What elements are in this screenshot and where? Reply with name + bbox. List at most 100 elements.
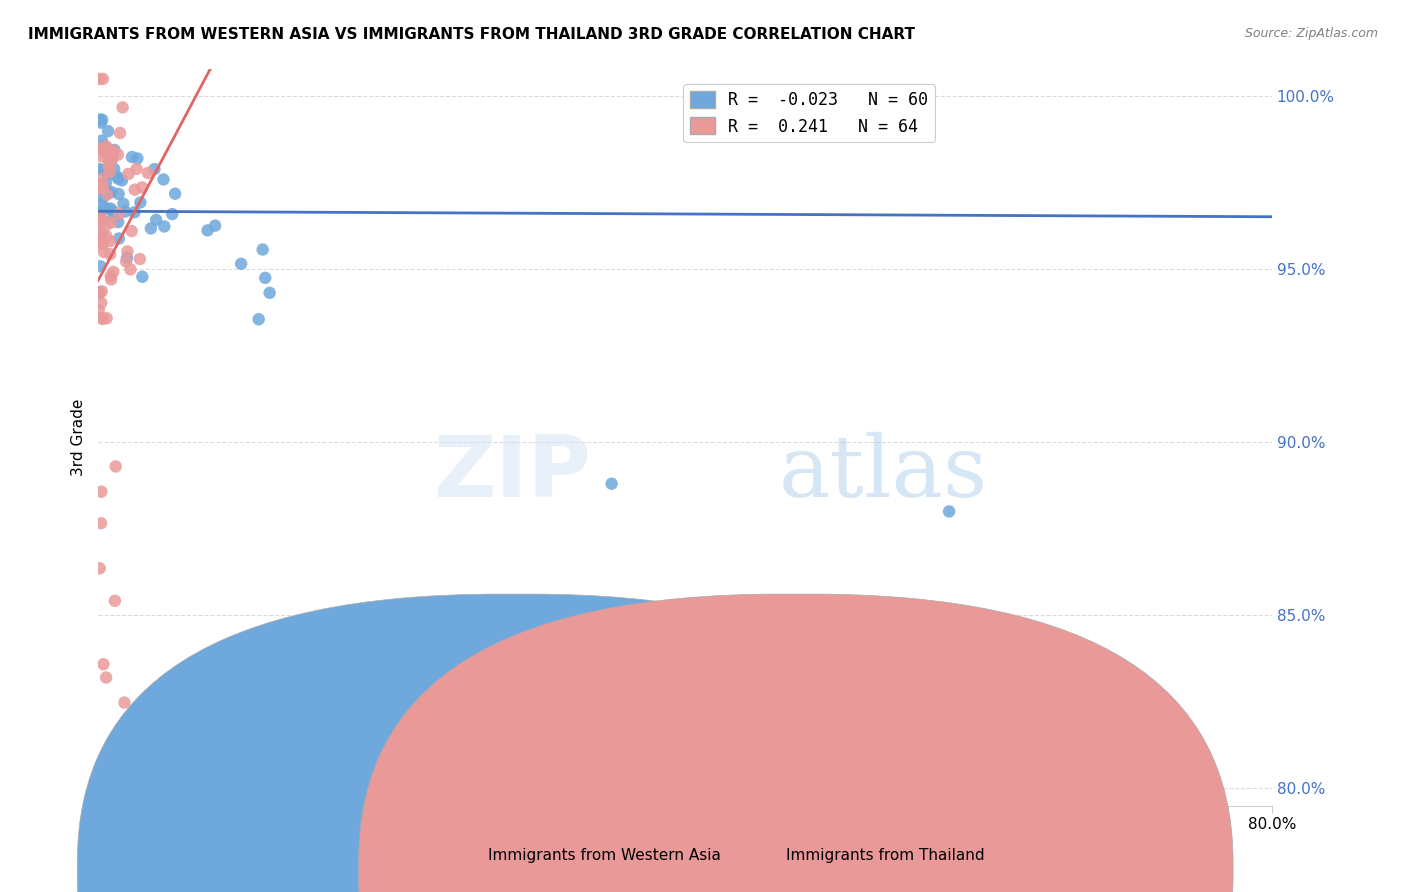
Point [112, 196, 135, 211]
Text: ZIP: ZIP [433, 433, 591, 516]
Point [89, 260, 111, 274]
Point [89, 220, 111, 235]
Point [87, 287, 110, 301]
Point [97, 159, 120, 173]
Point [98, 234, 121, 248]
Point [94, 186, 117, 201]
Point [96, 139, 118, 153]
Point [87, 302, 110, 317]
Legend: R =  -0.023   N = 60, R =  0.241   N = 64: R = -0.023 N = 60, R = 0.241 N = 64 [683, 84, 935, 142]
Point [91, 180, 114, 194]
Point [117, 167, 139, 181]
Point [96, 311, 118, 326]
Text: IMMIGRANTS FROM WESTERN ASIA VS IMMIGRANTS FROM THAILAND 3RD GRADE CORRELATION C: IMMIGRANTS FROM WESTERN ASIA VS IMMIGRAN… [28, 27, 915, 42]
Point [90, 310, 112, 325]
Point [107, 171, 129, 186]
Point [131, 180, 153, 194]
Point [101, 151, 124, 165]
Point [89, 228, 111, 243]
Point [103, 143, 125, 157]
Point [115, 254, 138, 268]
Point [93, 244, 115, 259]
Point [129, 195, 152, 210]
Point [104, 594, 127, 608]
Text: Immigrants from Thailand: Immigrants from Thailand [786, 848, 986, 863]
Point [259, 285, 281, 300]
Point [103, 265, 125, 279]
Point [94, 143, 117, 157]
Point [100, 272, 122, 286]
Point [91, 139, 114, 153]
Point [139, 221, 162, 235]
Point [96, 202, 118, 216]
Point [108, 207, 131, 221]
Point [98, 144, 121, 158]
Point [121, 150, 143, 164]
Y-axis label: 3rd Grade: 3rd Grade [72, 399, 86, 475]
Point [96, 229, 118, 244]
Point [91, 163, 114, 178]
Point [101, 153, 124, 167]
Point [153, 219, 176, 234]
Point [93, 657, 115, 672]
Point [124, 183, 146, 197]
Point [97, 186, 120, 200]
Point [136, 166, 159, 180]
Point [124, 205, 146, 219]
Point [100, 185, 122, 199]
Point [89, 285, 111, 300]
Point [87, 235, 110, 250]
Point [111, 173, 134, 187]
Point [100, 216, 122, 230]
Text: atlas: atlas [779, 433, 988, 516]
Point [127, 152, 149, 166]
Point [107, 215, 129, 229]
Point [108, 126, 131, 140]
Point [89, 162, 111, 177]
Point [107, 147, 129, 161]
Point [89, 210, 111, 224]
Point [87, 181, 110, 195]
Point [94, 671, 117, 685]
Point [98, 165, 121, 179]
Point [129, 252, 152, 266]
Point [94, 219, 117, 234]
Point [98, 247, 121, 261]
Text: Source: ZipAtlas.com: Source: ZipAtlas.com [1244, 27, 1378, 40]
Point [125, 161, 148, 176]
Point [229, 257, 252, 271]
Point [197, 223, 219, 237]
Point [107, 186, 129, 201]
Point [96, 187, 118, 202]
Point [90, 516, 112, 531]
Point [91, 212, 114, 227]
Point [108, 231, 131, 245]
Point [91, 112, 114, 127]
Point [247, 312, 270, 326]
Point [100, 167, 122, 181]
Point [90, 134, 112, 148]
Point [89, 178, 111, 193]
Point [165, 186, 187, 201]
Point [600, 476, 623, 491]
Point [89, 142, 111, 156]
Point [254, 271, 277, 285]
Point [91, 191, 114, 205]
Point [131, 269, 153, 284]
Point [252, 243, 274, 257]
Point [89, 561, 111, 575]
Point [101, 144, 124, 158]
Point [114, 696, 136, 710]
Point [91, 237, 114, 252]
Point [120, 262, 142, 277]
Point [89, 204, 111, 219]
Point [90, 295, 112, 310]
Point [100, 268, 122, 283]
Point [91, 312, 114, 326]
Point [145, 212, 167, 227]
Point [143, 162, 166, 177]
Point [91, 214, 114, 228]
Point [90, 116, 112, 130]
Point [114, 204, 136, 219]
Point [104, 459, 127, 474]
